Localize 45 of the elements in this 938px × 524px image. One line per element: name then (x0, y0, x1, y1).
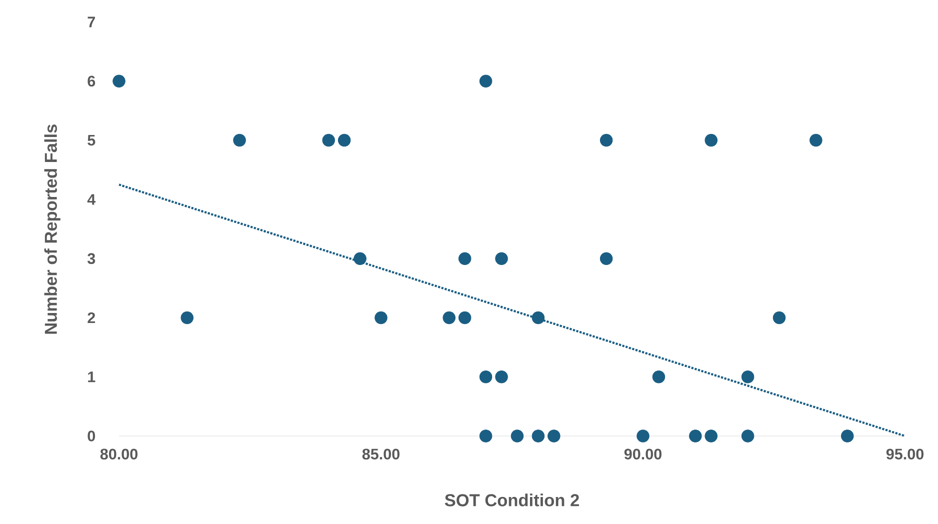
point (600, 252, 613, 265)
point (510, 430, 524, 442)
point (704, 134, 718, 147)
point (112, 74, 126, 88)
point (532, 311, 545, 324)
point (233, 134, 246, 147)
x-tick-label: 85.00 (362, 448, 400, 460)
point (495, 370, 508, 384)
point (548, 430, 560, 442)
y-tick-label: 6 (88, 76, 96, 87)
y-tick-label: 1 (88, 372, 96, 382)
point (479, 74, 492, 88)
x-axis-title: SOT Condition 2 (444, 494, 579, 506)
point (458, 311, 472, 324)
point (532, 430, 545, 442)
y-tick-label: 0 (88, 430, 96, 442)
point (636, 430, 650, 442)
y-tick-label: 7 (88, 16, 95, 28)
point (442, 311, 456, 324)
x-tick-label: 90.00 (624, 448, 662, 460)
point (652, 370, 666, 384)
x-tick-label: 95.00 (886, 448, 924, 460)
point (479, 430, 492, 442)
x-tick-label: 80.00 (100, 448, 138, 460)
point (689, 430, 702, 442)
point (704, 430, 718, 442)
y-tick-label: 5 (88, 134, 96, 146)
point (741, 370, 754, 384)
y-axis-title: Number of Reported Falls (44, 124, 60, 334)
point (479, 370, 492, 384)
point (374, 311, 388, 324)
point (600, 134, 613, 147)
point (458, 252, 472, 265)
y-tick-label: 2 (88, 312, 96, 324)
point (741, 430, 754, 442)
point (772, 311, 786, 324)
point (322, 134, 335, 147)
y-tick-label: 4 (87, 194, 96, 205)
point (180, 311, 194, 324)
y-tick-label: 3 (88, 253, 96, 264)
point (840, 430, 854, 442)
point (354, 252, 366, 265)
point (495, 252, 508, 265)
point (338, 134, 351, 147)
point (810, 134, 822, 147)
